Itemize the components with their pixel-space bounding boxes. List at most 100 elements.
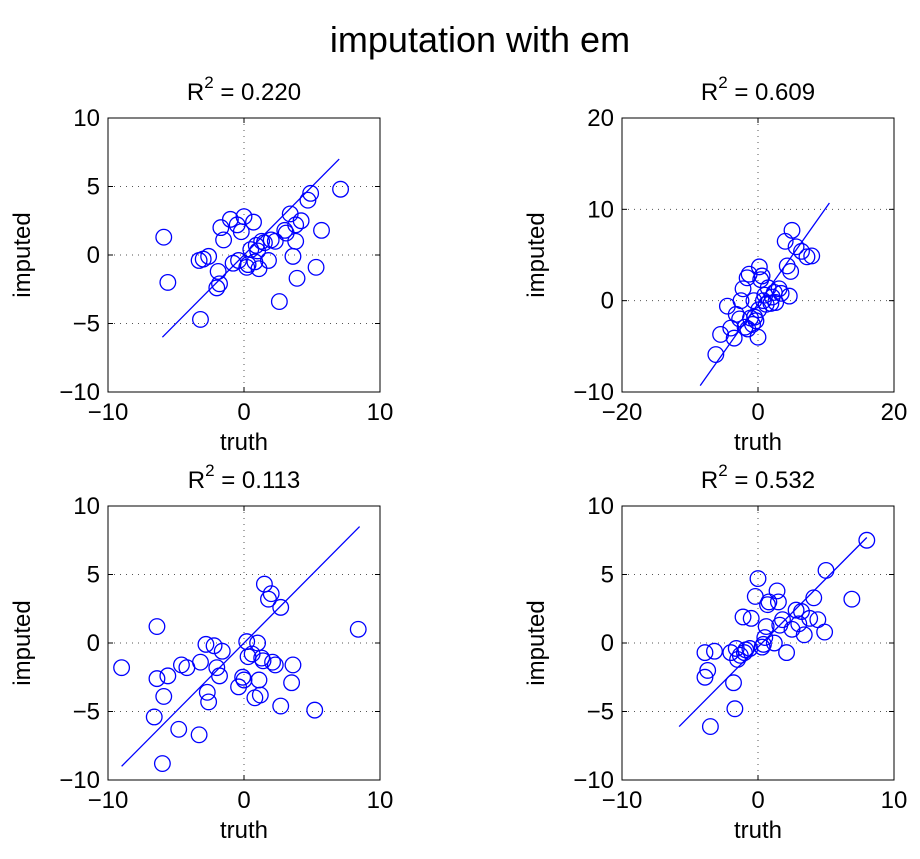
data-point — [795, 626, 813, 644]
data-point — [266, 656, 284, 674]
data-point — [793, 242, 810, 260]
data-point — [148, 618, 166, 636]
y-tick-label: 20 — [587, 105, 614, 132]
y-tick-label: −10 — [573, 767, 614, 794]
data-point — [264, 653, 282, 671]
x-tick-label: 10 — [881, 787, 908, 814]
x-tick-label: 0 — [237, 399, 250, 426]
data-point — [750, 258, 768, 276]
data-point — [787, 601, 805, 619]
y-tick-label: 0 — [601, 630, 614, 657]
data-point — [255, 234, 273, 252]
data-point — [253, 649, 271, 667]
data-point — [736, 318, 754, 336]
data-point — [803, 247, 821, 265]
data-point — [238, 258, 256, 276]
data-point — [221, 210, 239, 228]
subplot-4: −10 0 10 −10 −5 0 5 10 R2 = 0.532 truth imputed — [523, 461, 907, 844]
data-point — [159, 667, 177, 685]
data-point — [706, 642, 723, 660]
y-axis-label: imputed — [523, 212, 550, 297]
data-point — [725, 329, 743, 347]
data-point — [749, 570, 767, 588]
data-point — [768, 582, 786, 600]
data-point — [205, 637, 223, 655]
data-point — [306, 701, 324, 719]
data-point — [349, 620, 367, 638]
data-point — [272, 598, 290, 616]
y-tick-label: 5 — [601, 562, 614, 589]
data-point — [726, 700, 744, 718]
data-point — [780, 287, 798, 305]
data-point — [699, 661, 717, 679]
data-point — [251, 686, 269, 704]
title-r: R — [701, 79, 718, 106]
data-point — [247, 236, 265, 254]
x-tick-label: 0 — [751, 399, 764, 426]
data-point — [242, 241, 260, 258]
data-point — [299, 191, 317, 209]
y-tick-label: 5 — [87, 174, 100, 201]
data-point — [284, 247, 302, 265]
subplot-title: R2 = 0.113 — [188, 461, 300, 494]
y-tick-label: 5 — [87, 562, 100, 589]
title-r: R — [187, 79, 204, 106]
data-point — [270, 293, 288, 311]
y-tick-label: −5 — [587, 699, 614, 726]
data-point — [250, 671, 268, 689]
subplot-2: −20 0 20 −10 0 10 20 R2 = 0.609 truth imputed — [523, 73, 907, 456]
data-point — [283, 674, 301, 692]
data-point — [287, 232, 305, 250]
subplot-title: R2 = 0.609 — [701, 73, 815, 106]
title-r: R — [188, 467, 205, 494]
x-axis-label: truth — [220, 817, 268, 844]
data-point — [145, 708, 163, 726]
x-tick-label: 0 — [237, 787, 250, 814]
y-tick-label: −5 — [73, 311, 100, 338]
subplot-title: R2 = 0.532 — [701, 461, 815, 494]
data-point — [190, 726, 208, 744]
data-point — [209, 262, 227, 280]
data-point — [155, 687, 173, 705]
subplot-title: R2 = 0.220 — [187, 73, 301, 106]
fit-line — [678, 537, 868, 728]
data-point — [772, 284, 790, 302]
data-point — [238, 633, 256, 651]
title-exponent: 2 — [205, 461, 214, 480]
data-point — [235, 208, 253, 226]
y-tick-label: 10 — [73, 105, 100, 132]
data-point — [288, 269, 306, 287]
title-r: R — [701, 467, 718, 494]
subplot-3: −10 0 10 −10 −5 0 5 10 R2 = 0.113 truth imputed — [9, 461, 393, 844]
title-value: = 0.113 — [215, 467, 301, 494]
figure-title: imputation with em — [330, 19, 630, 60]
data-point — [756, 629, 774, 646]
data-point — [254, 652, 272, 670]
y-tick-label: −10 — [59, 379, 100, 406]
data-point — [774, 611, 791, 629]
y-tick-label: 10 — [587, 493, 614, 520]
data-point — [197, 635, 215, 653]
data-point — [262, 585, 280, 603]
data-point — [153, 755, 171, 773]
data-point — [734, 280, 752, 298]
data-point — [760, 593, 778, 611]
data-point — [754, 292, 772, 310]
data-point — [741, 640, 759, 657]
data-point — [208, 279, 226, 297]
data-point — [211, 275, 228, 293]
x-tick-label: 10 — [367, 787, 394, 814]
data-point — [192, 653, 209, 671]
x-tick-label: 0 — [751, 787, 764, 814]
data-point — [745, 292, 763, 310]
data-point — [155, 228, 173, 246]
x-tick-label: 10 — [367, 399, 394, 426]
x-axis-label: truth — [734, 817, 782, 844]
x-tick-label: 20 — [881, 399, 908, 426]
data-point — [754, 635, 772, 653]
data-point — [765, 634, 783, 652]
data-point — [769, 593, 787, 611]
data-point — [192, 310, 209, 328]
data-point — [302, 184, 320, 202]
